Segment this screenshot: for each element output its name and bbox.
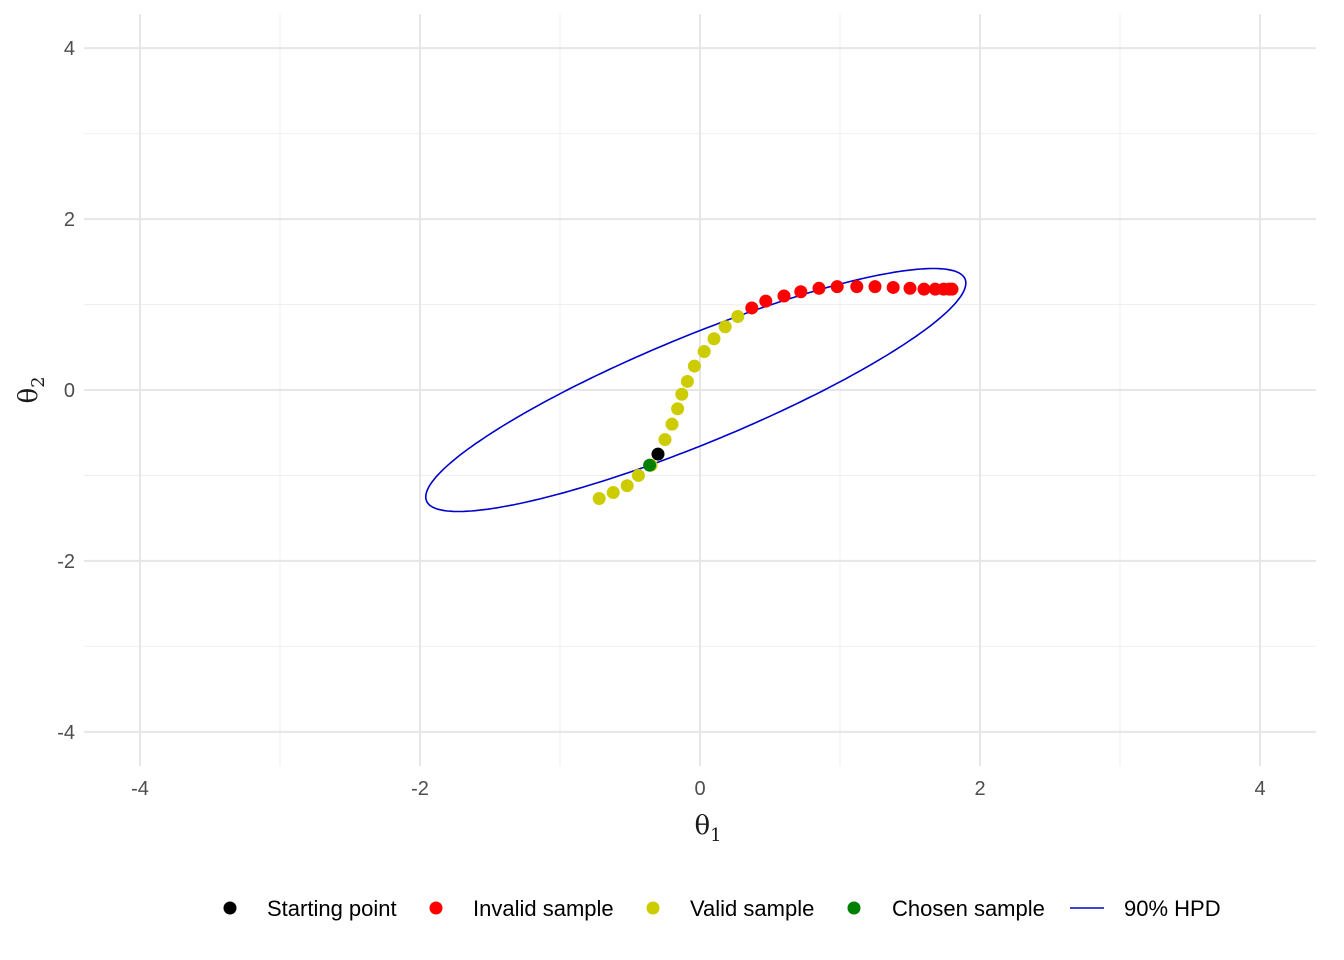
valid-sample-point xyxy=(718,320,732,334)
valid-sample-point xyxy=(680,374,694,388)
legend: Starting point Invalid sample Valid samp… xyxy=(223,896,1221,921)
invalid-sample-point xyxy=(745,301,759,315)
legend-label-valid-sample: Valid sample xyxy=(690,896,814,921)
y-tick-label: 2 xyxy=(64,209,75,231)
valid-sample-point xyxy=(592,492,606,506)
legend-key-starting-point xyxy=(223,901,237,915)
invalid-sample-point xyxy=(794,285,808,299)
legend-item-valid-sample: Valid sample xyxy=(646,896,814,921)
invalid-sample-point xyxy=(868,280,882,294)
valid-sample-point xyxy=(731,310,745,324)
valid-sample-point xyxy=(671,402,685,416)
y-axis-title-base: θ xyxy=(14,388,44,404)
x-tick-label: 0 xyxy=(694,778,705,800)
invalid-sample-point xyxy=(759,294,773,308)
y-axis-title: θ2 xyxy=(14,376,49,403)
chosen-sample-point xyxy=(643,458,657,472)
valid-sample-point xyxy=(687,359,701,373)
grid-major xyxy=(84,14,1316,766)
valid-sample-point xyxy=(606,486,620,500)
invalid-sample-point xyxy=(945,282,959,296)
legend-item-starting-point: Starting point xyxy=(223,896,397,921)
invalid-sample-point xyxy=(903,281,917,295)
starting-point-point xyxy=(651,447,665,461)
valid-sample-point xyxy=(631,468,645,482)
x-tick-label: -2 xyxy=(411,778,429,800)
valid-sample-point xyxy=(697,345,711,359)
y-axis-title-sub: 2 xyxy=(28,376,49,387)
legend-label-chosen-sample: Chosen sample xyxy=(892,896,1045,921)
valid-sample-point xyxy=(675,387,689,401)
legend-label-invalid-sample: Invalid sample xyxy=(473,896,614,921)
invalid-sample-point xyxy=(850,280,864,294)
x-axis-title-sub: 1 xyxy=(710,825,721,846)
invalid-sample-point xyxy=(917,282,931,296)
legend-key-valid-sample xyxy=(646,901,660,915)
x-axis-title-base: θ xyxy=(694,811,710,841)
legend-key-invalid-sample xyxy=(429,901,443,915)
invalid-sample-point xyxy=(812,281,826,295)
x-axis-title: θ1 xyxy=(694,811,721,846)
y-tick-labels: -4 -2 0 2 4 xyxy=(57,38,75,744)
x-tick-labels: -4 -2 0 2 4 xyxy=(131,778,1265,800)
y-tick-label: 0 xyxy=(64,380,75,402)
valid-sample-point xyxy=(658,433,672,447)
x-tick-label: 2 xyxy=(974,778,985,800)
valid-sample-point xyxy=(665,417,679,431)
legend-key-chosen-sample xyxy=(847,901,861,915)
y-tick-label: -4 xyxy=(57,722,75,744)
x-tick-label: -4 xyxy=(131,778,149,800)
legend-item-hpd: 90% HPD xyxy=(1070,896,1221,921)
invalid-sample-point xyxy=(777,289,791,303)
valid-sample-point xyxy=(620,479,634,493)
y-tick-label: 4 xyxy=(64,38,75,60)
legend-item-invalid-sample: Invalid sample xyxy=(429,896,614,921)
invalid-sample-point xyxy=(886,280,900,294)
legend-label-hpd: 90% HPD xyxy=(1124,896,1221,921)
valid-sample-point xyxy=(707,332,721,346)
invalid-sample-point xyxy=(830,280,844,294)
x-tick-label: 4 xyxy=(1254,778,1265,800)
points-layer xyxy=(592,280,959,506)
y-tick-label: -2 xyxy=(57,551,75,573)
legend-item-chosen-sample: Chosen sample xyxy=(847,896,1045,921)
legend-label-starting-point: Starting point xyxy=(267,896,397,921)
